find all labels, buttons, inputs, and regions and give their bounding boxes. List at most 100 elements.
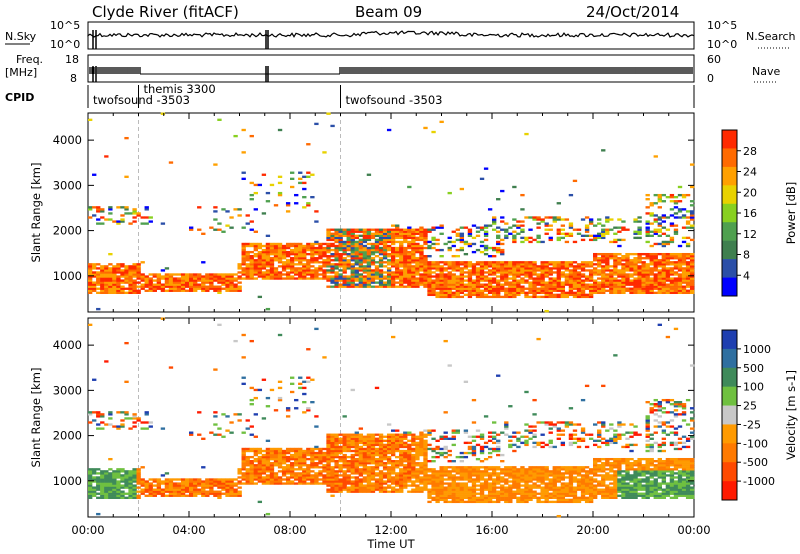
echo-cell: [415, 486, 420, 489]
echo-cell: [197, 433, 202, 436]
echo-cell: [423, 476, 428, 479]
echo-cell: [447, 484, 452, 487]
echo-cell: [354, 279, 359, 282]
echo-cell: [689, 224, 695, 227]
echo-cell: [528, 273, 533, 276]
echo-cell: [673, 287, 679, 290]
echo-cell: [294, 453, 299, 457]
echo-cell: [459, 273, 465, 276]
echo-cell: [382, 232, 388, 235]
echo-cell: [613, 273, 618, 276]
echo-cell: [366, 257, 372, 260]
echo-cell: [471, 453, 477, 457]
echo-cell: [358, 244, 364, 248]
echo-cell: [261, 261, 267, 264]
echo-cell: [471, 291, 477, 294]
echo-cell: [593, 263, 598, 266]
echo-cell: [435, 291, 440, 294]
echo-cell: [580, 285, 586, 288]
echo-cell: [439, 267, 444, 270]
echo-cell: [314, 482, 319, 485]
echo-cell: [92, 488, 97, 491]
echo-cell: [382, 486, 388, 489]
echo-cell: [467, 476, 473, 479]
echo-cell: [237, 490, 242, 493]
echo-cell: [520, 240, 525, 244]
echo-cell: [455, 482, 460, 485]
echo-cell: [382, 488, 388, 491]
echo-cell: [395, 433, 400, 436]
echo-cell: [136, 470, 141, 473]
echo-cell: [605, 279, 610, 282]
echo-cell: [168, 488, 174, 491]
echo-cell: [128, 283, 133, 286]
echo-cell: [294, 257, 299, 260]
echo-cell: [330, 244, 335, 248]
echo-cell: [609, 291, 614, 294]
echo-cell: [136, 214, 141, 217]
echo-cell: [338, 488, 343, 491]
echo-cell: [221, 484, 226, 487]
echo-cell: [681, 193, 687, 197]
echo-cell: [673, 206, 679, 209]
echo-cell: [415, 271, 420, 274]
echo-cell: [512, 289, 517, 292]
echo-cell: [342, 415, 347, 418]
echo-cell: [100, 273, 105, 276]
echo-cell: [318, 269, 323, 272]
echo-cell: [156, 478, 162, 481]
echo-cell: [269, 480, 275, 483]
echo-cell: [330, 281, 335, 284]
echo-cell: [265, 271, 271, 274]
echo-cell: [548, 287, 553, 290]
echo-cell: [180, 478, 186, 481]
echo-cell: [249, 250, 254, 254]
echo-cell: [471, 478, 477, 481]
echo-cell: [689, 212, 695, 215]
echo-cell: [593, 271, 598, 274]
echo-cell: [160, 283, 166, 286]
echo-cell: [471, 273, 477, 276]
echo-cell: [354, 449, 359, 453]
echo-cell: [415, 488, 420, 491]
echo-cell: [342, 279, 347, 282]
echo-cell: [269, 273, 275, 276]
echo-cell: [467, 242, 473, 246]
echo-cell: [124, 341, 129, 345]
echo-cell: [108, 494, 113, 497]
echo-cell: [306, 246, 311, 250]
echo-cell: [330, 242, 335, 246]
echo-cell: [197, 287, 202, 290]
echo-cell: [415, 478, 420, 481]
echo-cell: [306, 407, 311, 410]
echo-cell: [193, 287, 198, 290]
echo-cell: [588, 263, 594, 266]
echo-cell: [609, 228, 614, 231]
echo-cell: [633, 261, 638, 264]
echo-cell: [358, 449, 364, 453]
echo-cell: [395, 232, 400, 235]
echo-cell: [661, 261, 667, 264]
echo-cell: [249, 398, 254, 402]
echo-cell: [625, 263, 630, 266]
echo-cell: [500, 295, 505, 299]
echo-cell: [439, 453, 444, 457]
echo-cell: [378, 246, 384, 250]
echo-cell: [298, 478, 303, 481]
echo-cell: [427, 287, 432, 290]
echo-cell: [265, 480, 271, 483]
echo-cell: [342, 283, 347, 286]
echo-cell: [172, 277, 178, 280]
echo-cell: [374, 230, 380, 233]
echo-cell: [310, 273, 315, 276]
echo-cell: [152, 289, 157, 292]
echo-cell: [310, 466, 315, 469]
echo-cell: [322, 476, 327, 479]
echo-cell: [673, 263, 679, 266]
echo-cell: [285, 409, 291, 412]
echo-cell: [350, 240, 355, 244]
echo-cell: [407, 468, 412, 471]
echo-cell: [346, 283, 351, 286]
echo-cell: [411, 466, 416, 469]
echo-cell: [249, 476, 254, 479]
